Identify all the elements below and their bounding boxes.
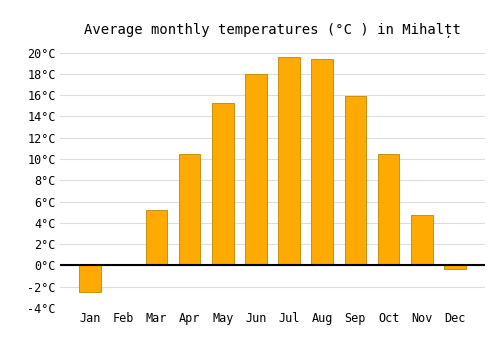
Title: Average monthly temperatures (°C ) in Mihalțt: Average monthly temperatures (°C ) in Mi…	[84, 23, 461, 38]
Bar	[146, 210, 167, 265]
Bar	[378, 154, 400, 265]
Bar	[179, 154, 201, 265]
Bar	[80, 265, 101, 292]
Bar	[444, 265, 466, 269]
Bar	[212, 103, 234, 265]
Bar	[278, 57, 300, 265]
Bar	[411, 216, 432, 265]
Bar	[312, 59, 333, 265]
Bar	[344, 96, 366, 265]
Bar	[245, 74, 266, 265]
